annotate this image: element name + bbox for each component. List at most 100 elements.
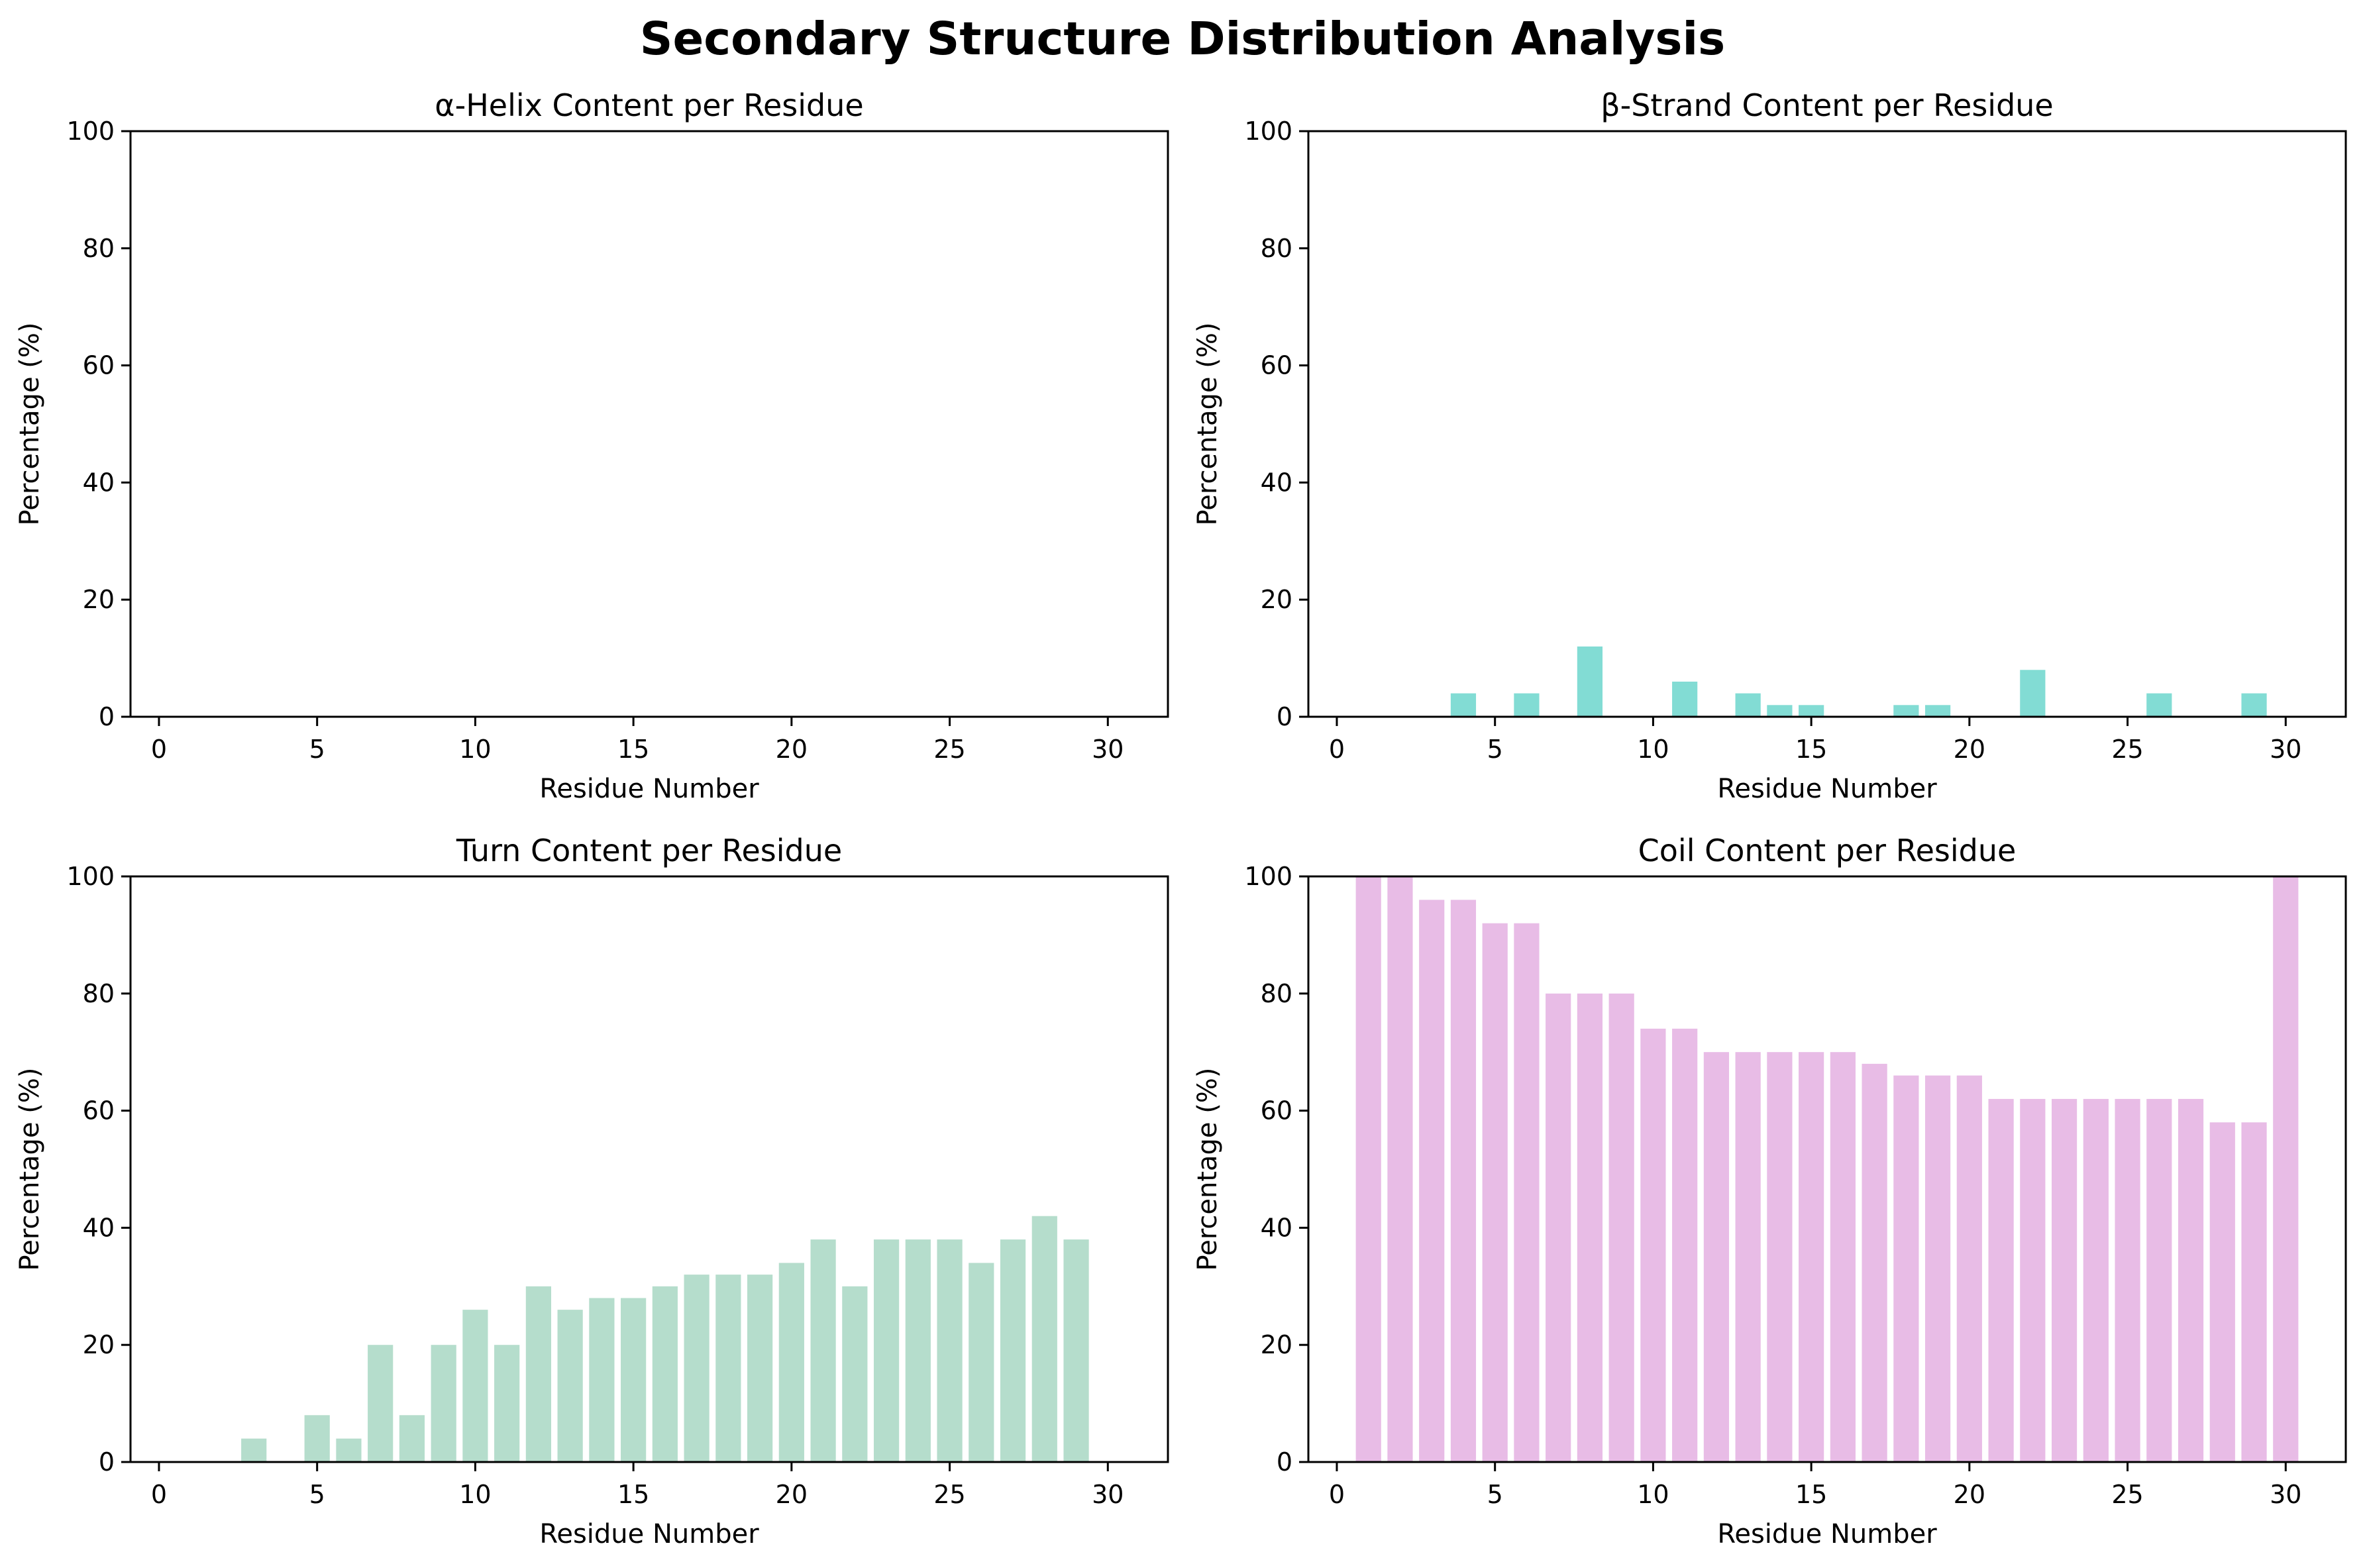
y-tick-label: 80: [1261, 979, 1292, 1008]
bar: [462, 1310, 488, 1462]
bar: [2115, 1098, 2140, 1462]
y-axis-label: Percentage (%): [15, 323, 45, 526]
bar: [1799, 1052, 1824, 1462]
y-tick-label: 80: [83, 979, 115, 1008]
axes-frame: [1307, 875, 2347, 1463]
bar: [1514, 923, 1540, 1462]
y-tick-label: 0: [1277, 1447, 1292, 1477]
y-axis-label: Percentage (%): [15, 1068, 45, 1271]
x-tick-label: 30: [2270, 1480, 2301, 1509]
x-tick-label: 0: [151, 1480, 167, 1509]
x-axis-label: Residue Number: [1717, 774, 1937, 804]
bar: [241, 1438, 267, 1462]
bar: [494, 1345, 520, 1462]
subplot-4: 0 5 10 15 20 25 30 0 20 40 60 80 100 Coil Content per…: [1192, 833, 2347, 1549]
subplot-title: Coil Content per Residue: [1638, 833, 2017, 868]
bar: [2241, 693, 2267, 717]
y-tick-label: 100: [66, 862, 115, 891]
bar: [1735, 1052, 1761, 1462]
x-tick-label: 20: [776, 735, 808, 764]
bar: [1672, 1028, 1698, 1462]
bar: [969, 1263, 994, 1462]
bar: [1799, 705, 1824, 717]
subplot-3: 0 5 10 15 20 25 30 0 20 40 60 80 100 Turn Content per…: [15, 833, 1169, 1549]
y-tick-label: 20: [83, 1330, 115, 1359]
x-tick-label: 30: [1092, 735, 1124, 764]
x-tick-label: 30: [1092, 1480, 1124, 1509]
axes-frame: [129, 130, 1169, 718]
axes-frame: [129, 875, 1169, 1463]
subplot-title: β-Strand Content per Residue: [1601, 87, 2053, 123]
y-tick-label: 100: [1244, 117, 1292, 146]
x-axis-label: Residue Number: [539, 774, 759, 804]
x-tick-label: 5: [1487, 735, 1503, 764]
bar: [1419, 900, 1445, 1462]
bar: [2051, 1098, 2077, 1462]
bar-series: [1450, 646, 2267, 717]
y-tick-label: 60: [83, 1096, 115, 1125]
y-tick-label: 0: [99, 702, 115, 731]
bar: [1893, 1075, 1919, 1462]
bar: [1735, 693, 1761, 717]
x-tick-label: 5: [309, 735, 325, 764]
bar: [1063, 1239, 1089, 1462]
bar: [1577, 646, 1603, 717]
y-tick-label: 60: [1261, 1096, 1292, 1125]
y-tick-label: 40: [83, 468, 115, 497]
bar-series: [1355, 876, 2299, 1462]
bar: [1000, 1239, 1026, 1462]
bar: [2020, 670, 2046, 717]
bar-series: [241, 1216, 1089, 1462]
bar: [2178, 1098, 2204, 1462]
bar: [778, 1263, 804, 1462]
subplot-title: Turn Content per Residue: [456, 833, 842, 868]
bar: [621, 1298, 647, 1462]
x-tick-label: 0: [151, 735, 167, 764]
y-tick-label: 100: [1244, 862, 1292, 891]
y-tick-label: 40: [1261, 468, 1292, 497]
axes-frame: [1307, 130, 2347, 718]
bar: [2020, 1098, 2046, 1462]
x-tick-label: 0: [1329, 735, 1345, 764]
x-axis-label: Residue Number: [1717, 1519, 1937, 1549]
bar: [1031, 1216, 1057, 1462]
x-tick-label: 30: [2270, 735, 2301, 764]
bar: [589, 1298, 615, 1462]
y-tick-label: 20: [1261, 585, 1292, 614]
bar: [525, 1286, 551, 1462]
x-tick-label: 20: [1954, 735, 1985, 764]
subplot-2: 0 5 10 15 20 25 30 0 20 40 60 80 100 β-Strand Content…: [1192, 87, 2347, 804]
subplot-title: α-Helix Content per Residue: [435, 87, 863, 123]
bar: [2273, 876, 2299, 1462]
y-tick-label: 100: [66, 117, 115, 146]
bar: [905, 1239, 931, 1462]
bar: [2083, 1098, 2109, 1462]
bar: [1767, 1052, 1793, 1462]
x-tick-label: 15: [1795, 735, 1827, 764]
bar: [1482, 923, 1508, 1462]
x-tick-label: 10: [459, 1480, 491, 1509]
bar: [810, 1239, 836, 1462]
x-tick-label: 20: [1954, 1480, 1985, 1509]
bar: [747, 1275, 773, 1462]
x-tick-label: 5: [1487, 1480, 1503, 1509]
bar: [652, 1286, 678, 1462]
bar: [1767, 705, 1793, 717]
y-tick-label: 60: [1261, 351, 1292, 380]
x-tick-label: 25: [2111, 1480, 2143, 1509]
y-tick-label: 80: [1261, 234, 1292, 263]
bar: [1862, 1063, 1887, 1462]
bar: [1956, 1075, 1982, 1462]
bar: [842, 1286, 868, 1462]
bar: [368, 1345, 394, 1462]
y-tick-label: 40: [1261, 1213, 1292, 1242]
bar: [1925, 705, 1951, 717]
bar: [1450, 693, 1477, 717]
bar: [1577, 993, 1603, 1462]
bar: [557, 1310, 583, 1462]
bar: [304, 1415, 330, 1462]
bar: [1640, 1028, 1666, 1462]
y-tick-label: 20: [83, 585, 115, 614]
x-tick-label: 15: [1795, 1480, 1827, 1509]
